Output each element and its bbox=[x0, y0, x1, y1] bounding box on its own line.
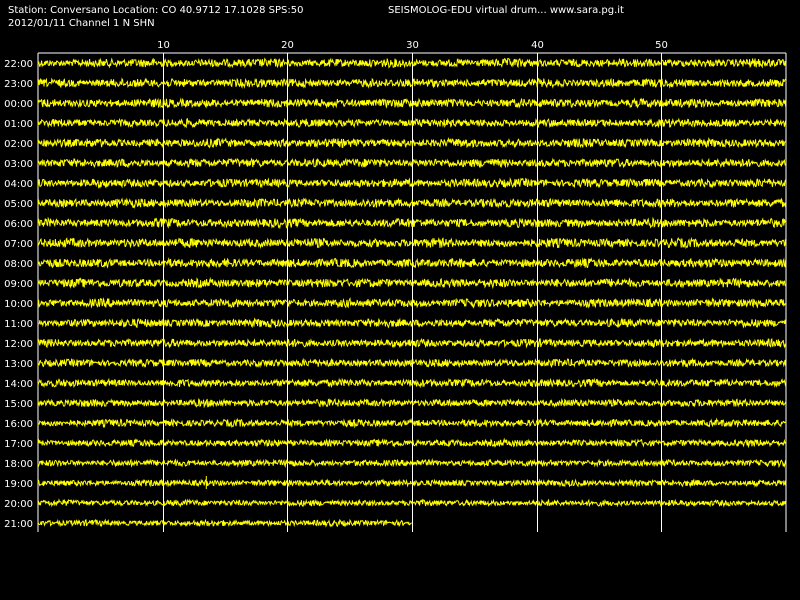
hour-label-1600: 16:00 bbox=[4, 419, 33, 430]
hour-label-0200: 02:00 bbox=[4, 139, 33, 150]
trace-row-1000 bbox=[37, 297, 787, 309]
hour-label-0400: 04:00 bbox=[4, 179, 33, 190]
hour-label-0000: 00:00 bbox=[4, 99, 33, 110]
hour-label-0700: 07:00 bbox=[4, 239, 33, 250]
trace-row-0200 bbox=[37, 136, 786, 149]
trace-row-0300 bbox=[37, 157, 787, 169]
hour-label-1400: 14:00 bbox=[4, 379, 33, 390]
date-channel-info: 2012/01/11 Channel 1 N SHN bbox=[8, 18, 155, 29]
trace-row-0500 bbox=[37, 197, 787, 209]
trace-row-0900 bbox=[37, 276, 786, 290]
x-tick-label-20: 20 bbox=[281, 40, 294, 51]
trace-row-1600 bbox=[37, 417, 786, 429]
trace-row-1300 bbox=[37, 357, 787, 369]
grid-layer bbox=[37, 52, 787, 532]
trace-row-0700 bbox=[37, 236, 787, 250]
trace-row-1200 bbox=[37, 337, 787, 349]
hour-labels: 22:00 23:00 00:00 01:00 02:00 03:00 04:00 05:00… bbox=[4, 59, 33, 530]
hour-label-2200: 22:00 bbox=[4, 59, 33, 70]
trace-row-0100 bbox=[37, 117, 787, 129]
hour-label-0800: 08:00 bbox=[4, 259, 33, 270]
x-tick-label-40: 40 bbox=[531, 40, 544, 51]
x-tick-labels: 10 20 30 40 50 bbox=[157, 40, 668, 51]
hour-label-1700: 17:00 bbox=[4, 439, 33, 450]
trace-row-0600 bbox=[37, 216, 787, 230]
hour-label-1200: 12:00 bbox=[4, 339, 33, 350]
hour-label-1000: 10:00 bbox=[4, 299, 33, 310]
trace-row-2100 bbox=[37, 518, 412, 528]
trace-row-1800 bbox=[37, 458, 787, 469]
hour-label-0300: 03:00 bbox=[4, 159, 33, 170]
hour-label-0600: 06:00 bbox=[4, 219, 33, 230]
hour-label-2000: 20:00 bbox=[4, 499, 33, 510]
trace-row-2300 bbox=[37, 77, 786, 89]
hour-label-1900: 19:00 bbox=[4, 479, 33, 490]
hour-label-2300: 23:00 bbox=[4, 79, 33, 90]
hour-label-0500: 05:00 bbox=[4, 199, 33, 210]
hour-label-1800: 18:00 bbox=[4, 459, 33, 470]
trace-row-1400 bbox=[37, 377, 787, 389]
app-credit: SEISMOLOG-EDU virtual drum... www.sara.p… bbox=[388, 5, 624, 16]
hour-label-1500: 15:00 bbox=[4, 399, 33, 410]
x-tick-label-30: 30 bbox=[406, 40, 419, 51]
trace-row-0000 bbox=[37, 97, 787, 109]
station-info: Station: Conversano Location: CO 40.9712… bbox=[8, 5, 304, 16]
trace-row-0800 bbox=[37, 257, 787, 269]
trace-row-2200 bbox=[37, 57, 787, 69]
trace-row-1100 bbox=[37, 317, 787, 329]
hour-label-2100: 21:00 bbox=[4, 519, 33, 530]
trace-row-0400 bbox=[37, 177, 787, 190]
trace-row-1900 bbox=[37, 478, 787, 488]
hour-label-1100: 11:00 bbox=[4, 319, 33, 330]
trace-row-1700 bbox=[37, 437, 787, 449]
hour-label-1300: 13:00 bbox=[4, 359, 33, 370]
x-tick-label-50: 50 bbox=[655, 40, 668, 51]
hour-label-0900: 09:00 bbox=[4, 279, 33, 290]
hour-label-0100: 01:00 bbox=[4, 119, 33, 130]
trace-row-2000 bbox=[37, 498, 787, 508]
trace-layer bbox=[37, 57, 787, 528]
x-tick-label-10: 10 bbox=[157, 40, 170, 51]
trace-row-1500 bbox=[37, 397, 787, 409]
